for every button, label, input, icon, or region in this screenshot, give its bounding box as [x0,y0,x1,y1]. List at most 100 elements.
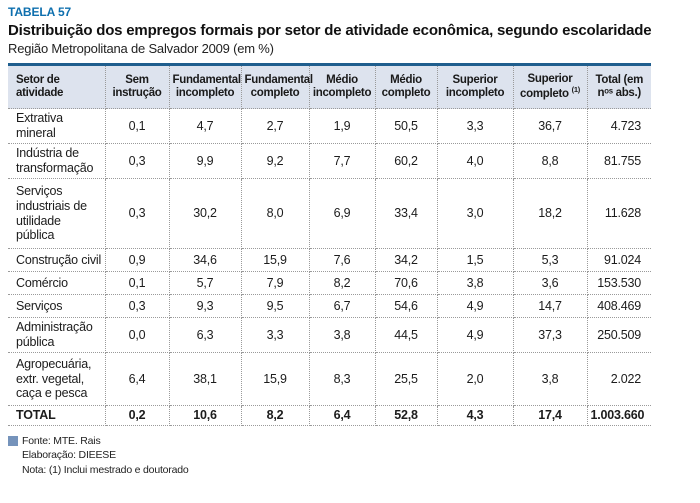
cell: 0,3 [105,143,170,179]
table-body: Extrativa mineral 0,1 4,7 2,7 1,9 50,5 3… [8,108,651,426]
cell: 44,5 [375,317,438,353]
cell: 5,3 [513,248,588,272]
table-row-servicos-industriais: Serviços industriais de utilidade públic… [8,178,651,249]
cell: 3,3 [437,108,514,144]
cell: 0,2 [105,405,170,426]
col-header-sector: Setor de atividade [8,64,106,109]
col-header-superior-completo-label: Superior completo [520,72,573,100]
cell: 7,7 [309,143,376,179]
cell: 8,2 [309,271,376,295]
cell: 4,3 [437,405,514,426]
table-row-industria-transformacao: Indústria de transformação 0,3 9,9 9,2 7… [8,143,651,179]
cell: 3,8 [309,317,376,353]
cell: 8,3 [309,352,376,406]
table-header: Setor de atividade Sem instrução Fundame… [8,64,651,109]
row-label: Agropecuária, extr. vegetal, caça e pesc… [8,352,106,406]
elaboration-line: Elaboração: DIEESE [22,449,116,462]
cell: 4,7 [169,108,242,144]
col-header-superior-completo: Superior completo (1) [513,64,588,109]
row-label: Comércio [8,271,106,295]
col-header-sem-instrucao: Sem instrução [105,64,170,109]
cell: 3,6 [513,271,588,295]
cell: 3,3 [241,317,310,353]
cell: 9,9 [169,143,242,179]
cell: 4,9 [437,317,514,353]
table-row-administracao-publica: Administração pública 0,0 6,3 3,3 3,8 44… [8,317,651,353]
cell: 34,2 [375,248,438,272]
cell: 9,5 [241,294,310,318]
cell: 38,1 [169,352,242,406]
legend-square-icon [8,436,18,447]
cell: 14,7 [513,294,588,318]
row-label: Construção civil [8,248,106,272]
cell: 1,9 [309,108,376,144]
cell: 10,6 [169,405,242,426]
cell: 0,9 [105,248,170,272]
employment-table: Setor de atividade Sem instrução Fundame… [8,63,651,426]
table-row-extrativa-mineral: Extrativa mineral 0,1 4,7 2,7 1,9 50,5 3… [8,108,651,144]
cell: 37,3 [513,317,588,353]
cell: 54,6 [375,294,438,318]
row-label: Indústria de transformação [8,143,106,179]
cell: 25,5 [375,352,438,406]
table-row-comercio: Comércio 0,1 5,7 7,9 8,2 70,6 3,8 3,6 15… [8,271,651,295]
cell: 6,7 [309,294,376,318]
col-header-medio-incompleto: Médio incompleto [309,64,376,109]
cell: 7,9 [241,271,310,295]
cell: 0,0 [105,317,170,353]
table-row-agropecuaria: Agropecuária, extr. vegetal, caça e pesc… [8,352,651,406]
cell: 6,9 [309,178,376,249]
cell: 3,8 [513,352,588,406]
col-header-superior-incompleto: Superior incompleto [437,64,514,109]
cell: 30,2 [169,178,242,249]
cell: 36,7 [513,108,588,144]
col-header-total: Total (em nᵒˢ abs.) [587,64,651,109]
cell: 33,4 [375,178,438,249]
cell: 1,5 [437,248,514,272]
cell: 6,3 [169,317,242,353]
table-row-construcao-civil: Construção civil 0,9 34,6 15,9 7,6 34,2 … [8,248,651,272]
cell: 8,8 [513,143,588,179]
cell: 0,1 [105,108,170,144]
source-line: Fonte: MTE. Rais [8,434,700,449]
cell: 2,7 [241,108,310,144]
cell: 17,4 [513,405,588,426]
cell-total: 4.723 [587,108,651,144]
cell-total: 81.755 [587,143,651,179]
cell-total: 408.469 [587,294,651,318]
table-tag: TABELA 57 [8,5,72,19]
cell: 0,3 [105,178,170,249]
cell-total: 1.003.660 [587,405,651,426]
col-header-medio-completo: Médio completo [375,64,438,109]
cell: 3,8 [437,271,514,295]
cell: 15,9 [241,352,310,406]
cell: 52,8 [375,405,438,426]
cell-total: 153.530 [587,271,651,295]
cell-total: 11.628 [587,178,651,249]
cell: 3,0 [437,178,514,249]
cell: 5,7 [169,271,242,295]
cell-total: 2.022 [587,352,651,406]
page-subtitle: Região Metropolitana de Salvador 2009 (e… [8,41,274,56]
cell: 7,6 [309,248,376,272]
cell: 50,5 [375,108,438,144]
cell: 9,2 [241,143,310,179]
cell: 8,2 [241,405,310,426]
note-line: Nota: (1) Inclui mestrado e doutorado [22,464,189,477]
row-label-total: TOTAL [8,405,106,426]
row-label: Serviços industriais de utilidade públic… [8,178,106,249]
cell: 15,9 [241,248,310,272]
cell: 6,4 [309,405,376,426]
cell: 0,3 [105,294,170,318]
source-text: Fonte: MTE. Rais [22,434,101,447]
cell: 8,0 [241,178,310,249]
row-label: Serviços [8,294,106,318]
row-label: Extrativa mineral [8,108,106,144]
page-title: Distribuição dos empregos formais por se… [8,22,652,39]
cell-total: 91.024 [587,248,651,272]
table-row-total: TOTAL 0,2 10,6 8,2 6,4 52,8 4,3 17,4 1.0… [8,405,651,426]
cell: 4,9 [437,294,514,318]
cell: 6,4 [105,352,170,406]
table-footer: Fonte: MTE. Rais Elaboração: DIEESE Nota… [8,434,700,478]
cell: 0,1 [105,271,170,295]
